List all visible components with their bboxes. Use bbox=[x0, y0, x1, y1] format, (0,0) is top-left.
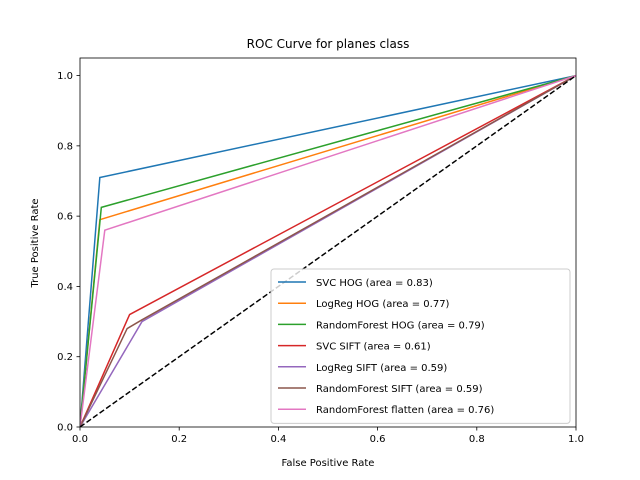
y-tick-label-4: 0.8 bbox=[57, 141, 73, 152]
series-line-3 bbox=[80, 74, 576, 427]
y-tick-label-3: 0.6 bbox=[57, 212, 73, 223]
series-line-1 bbox=[80, 74, 576, 427]
x-tick-label-5: 1.0 bbox=[568, 434, 584, 445]
x-tick-label-3: 0.6 bbox=[370, 434, 386, 445]
legend-label-4: SVC SIFT (area = 0.61) bbox=[316, 342, 431, 353]
chart-title: ROC Curve for planes class bbox=[247, 37, 410, 51]
series-line-4 bbox=[80, 74, 576, 427]
legend: SVC HOG (area = 0.83) LogReg HOG (area = … bbox=[270, 268, 571, 424]
axes-frame bbox=[79, 57, 577, 428]
series-line-7 bbox=[80, 74, 576, 427]
x-axis-label: False Positive Rate bbox=[282, 458, 375, 469]
plot-area: 0.0 0.2 0.4 0.6 0.8 1.0 0.0 0.2 0.4 0.6 0.8 1.0 bbox=[57, 57, 584, 445]
diagonal-reference-line bbox=[80, 74, 576, 427]
legend-label-1: SVC HOG (area = 0.83) bbox=[316, 278, 433, 289]
y-tick-label-0: 0.0 bbox=[57, 423, 73, 434]
legend-label-2: LogReg HOG (area = 0.77) bbox=[316, 299, 450, 310]
x-tick-label-1: 0.2 bbox=[171, 434, 187, 445]
y-axis-label: True Positive Rate bbox=[30, 198, 41, 288]
legend-box bbox=[270, 268, 571, 424]
y-tick-label-2: 0.4 bbox=[57, 282, 73, 293]
legend-label-7: RandomForest flatten (area = 0.76) bbox=[316, 405, 494, 416]
x-tick-label-4: 0.8 bbox=[469, 434, 485, 445]
series-line-6 bbox=[80, 74, 576, 427]
legend-label-6: RandomForest SIFT (area = 0.59) bbox=[316, 384, 483, 395]
y-tick-label-1: 0.2 bbox=[57, 352, 73, 363]
legend-label-3: RandomForest HOG (area = 0.79) bbox=[316, 320, 485, 331]
x-tick-label-0: 0.0 bbox=[72, 434, 88, 445]
x-tick-label-2: 0.4 bbox=[270, 434, 286, 445]
y-tick-label-5: 1.0 bbox=[57, 71, 73, 82]
legend-label-5: LogReg SIFT (area = 0.59) bbox=[316, 363, 447, 374]
